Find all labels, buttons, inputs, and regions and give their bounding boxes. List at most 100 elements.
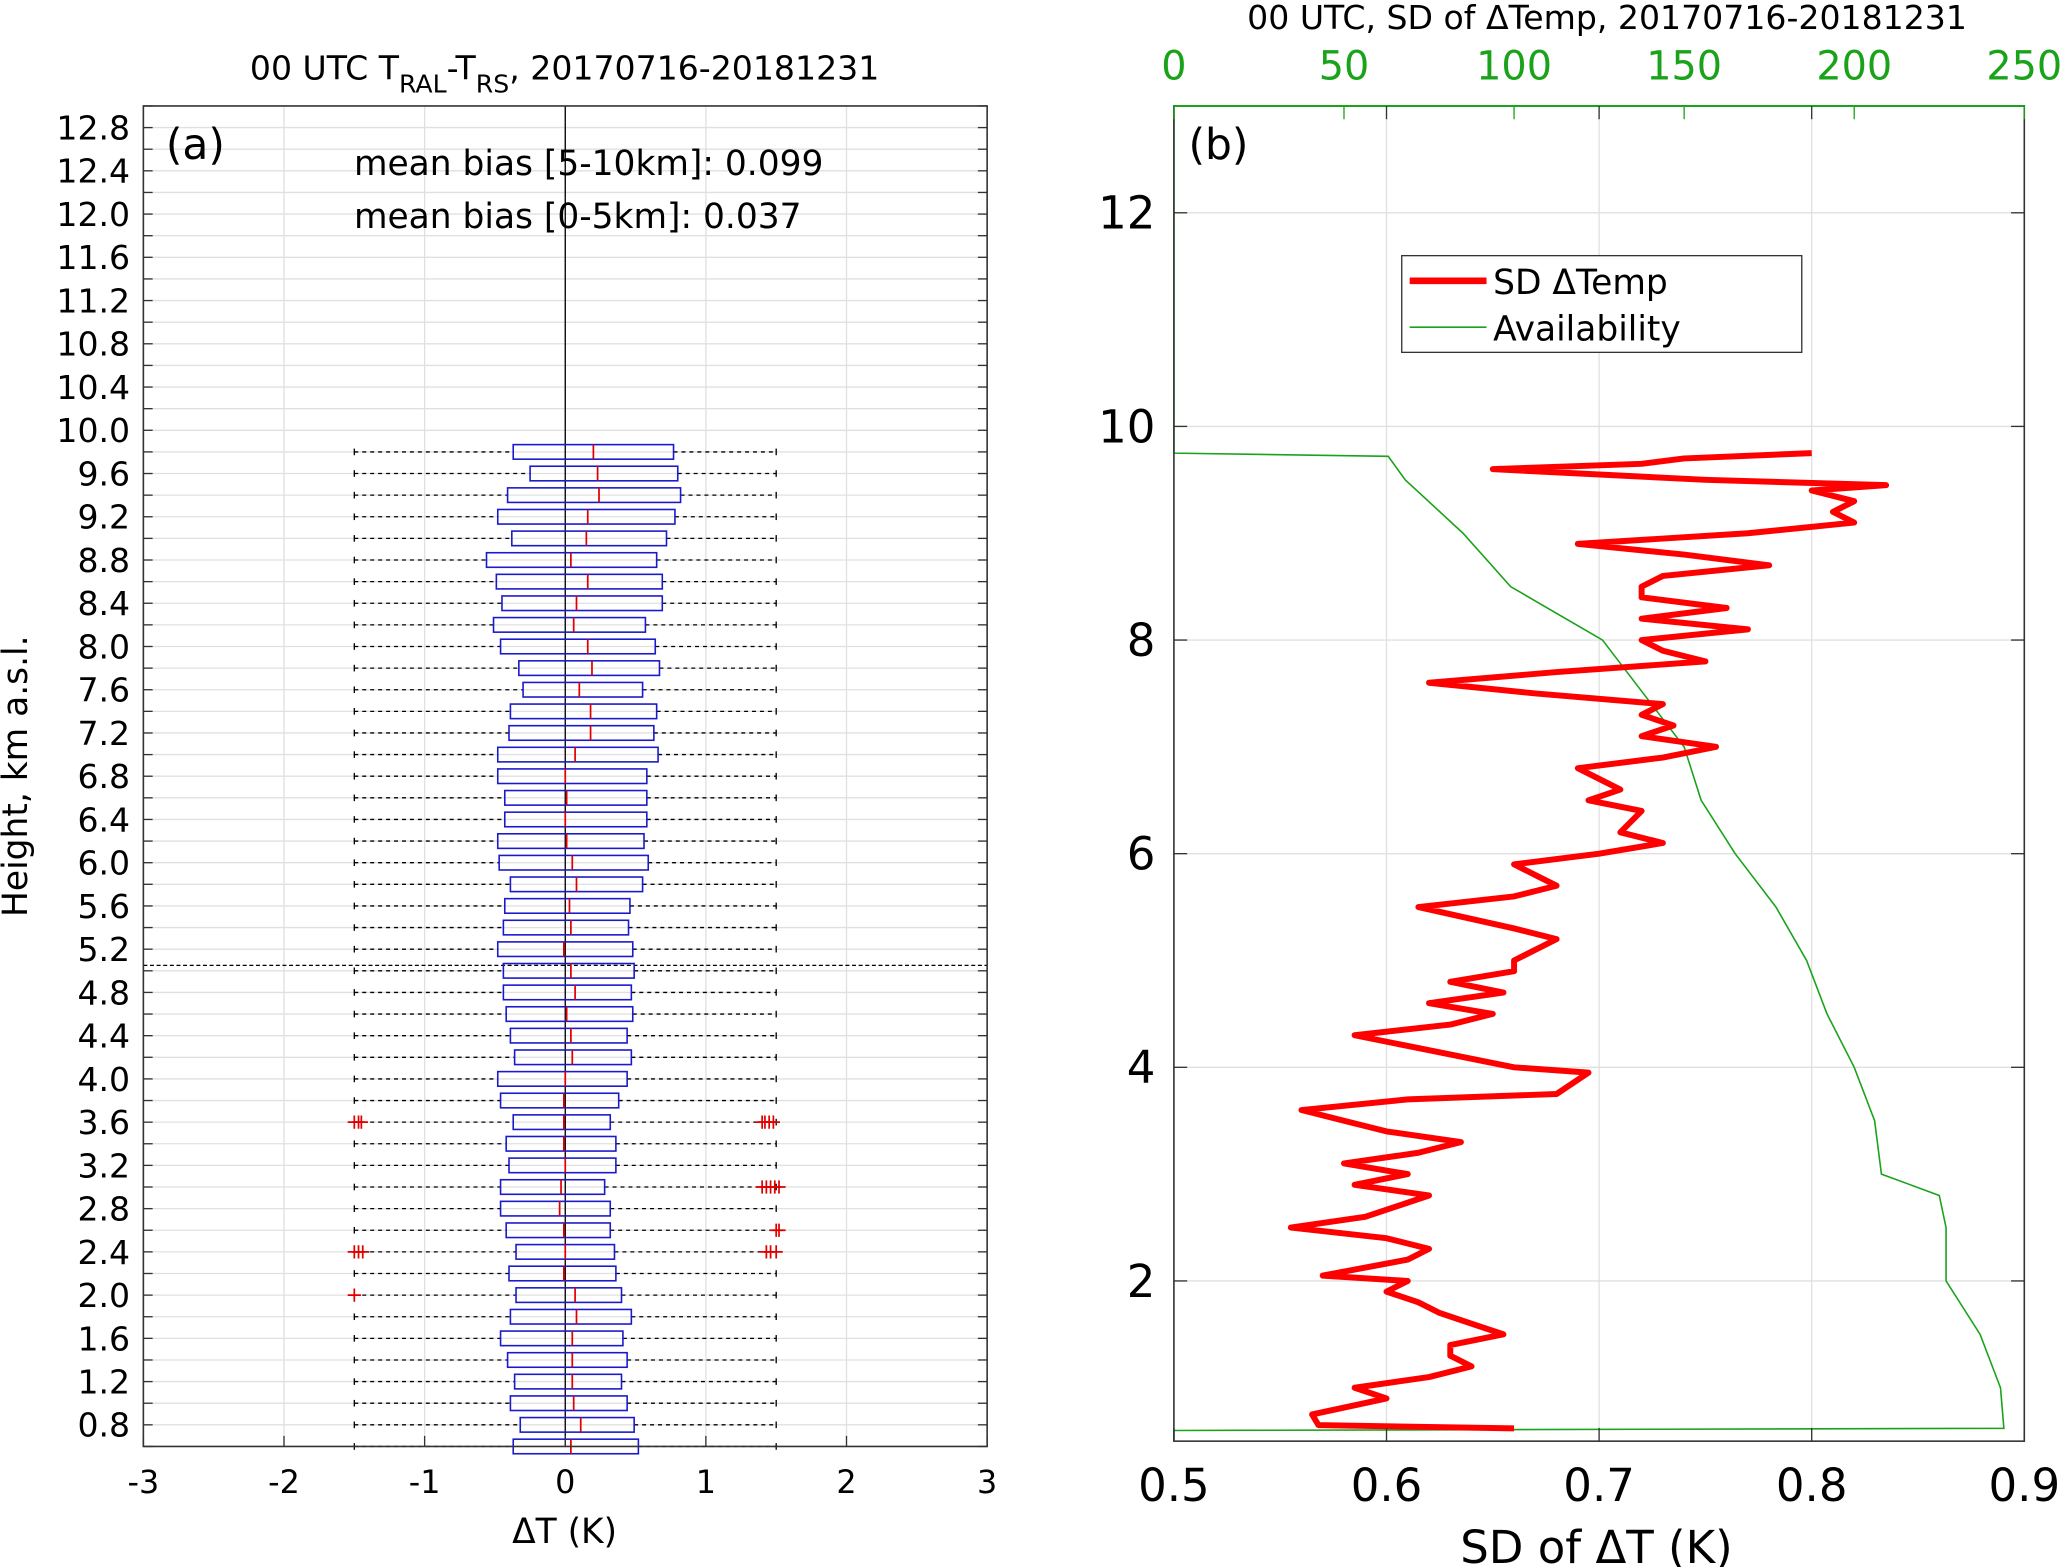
box-iqr [506,1351,628,1369]
y-tick-label: 3.6 [77,1103,130,1142]
box-7.6 [353,681,777,698]
x-tick-label: -2 [268,1464,300,1501]
box-3.2 [353,1157,777,1174]
box-7.2 [353,724,777,742]
x-tick-label: 0 [555,1464,575,1501]
box-4.6 [353,1005,777,1023]
y-tick-label: 10.0 [56,411,130,450]
panel-b-lines [1173,105,2005,1442]
x2-tick-label: 250 [1986,43,2062,89]
x-tick-label: 1 [696,1464,716,1501]
box-3.4 [353,1135,777,1152]
panel-b: 0.5 0.6 0.7 0.8 0.9 0 50 100 150 200 250 2 4 6 8 10 12 0… [1098,0,2062,1567]
x-tick-label: -1 [409,1464,441,1501]
panel-a-xlabel: ΔT (K) [512,1512,617,1552]
x-tick-label: -3 [128,1464,160,1501]
legend: SD ΔTemp Availability [1401,254,1803,354]
box-6.8 [353,768,777,785]
box-4 [353,1070,777,1087]
box-iqr [505,1005,634,1023]
y-tick-label: 8 [1127,614,1156,667]
y-tick-label: 6.4 [77,800,130,839]
box-8.2 [353,616,777,633]
panel-a-label: (a) [166,120,225,169]
panel-a-grid [142,105,988,1448]
box-5 [353,962,777,979]
outlier-marker [772,1223,786,1237]
box-5.2 [353,941,777,958]
box-5.4 [353,919,777,936]
y-tick-label: 10.8 [56,325,130,364]
box-9.2 [353,508,777,525]
box-6 [353,854,777,871]
x-tick-label: 0.5 [1138,1459,1210,1512]
box-iqr [503,811,648,828]
box-4.2 [353,1049,777,1066]
y-tick-label: 2 [1127,1255,1156,1308]
y-tick-label: 12 [1098,187,1155,240]
box-7 [353,746,777,763]
box-8.4 [353,595,777,612]
box-iqr [496,508,676,525]
box-iqr [503,789,648,806]
box-6.6 [353,789,777,806]
box-iqr [509,1027,628,1044]
box-iqr [519,1416,635,1433]
y-tick-label: 4.4 [77,1017,130,1056]
box-5.8 [353,876,777,893]
box-iqr [518,660,661,677]
box-iqr [503,897,631,915]
box-iqr [499,1200,612,1217]
legend-label-availability: Availability [1493,309,1681,349]
box-iqr [513,1373,623,1390]
box-iqr [513,1049,633,1066]
box-5.6 [353,897,777,915]
box-1.2 [353,1373,777,1390]
box-0.8 [353,1416,777,1433]
box-8.6 [353,573,777,590]
panel-b-ticks: 0.5 0.6 0.7 0.8 0.9 0 50 100 150 200 250 2 4 6 8 10 12 [1098,43,2062,1511]
box-iqr [496,941,634,958]
y-tick-label: 11.2 [56,281,130,320]
y-tick-label: 2.4 [77,1233,130,1272]
y-tick-label: 10.4 [56,368,130,407]
box-iqr [502,984,633,1001]
y-tick-label: 10 [1098,400,1155,453]
panel-b-xlabel: SD of ΔT (K) [1460,1521,1733,1567]
panel-a-ylabel: Height, km a.s.l. [0,635,36,917]
box-iqr [511,530,668,547]
box-iqr [509,1308,633,1325]
x-tick-label: 3 [977,1464,997,1501]
box-9.6 [353,465,777,482]
y-tick-label: 6 [1127,828,1156,881]
box-iqr [505,1135,617,1152]
box-1.6 [353,1330,777,1347]
box-iqr [492,616,647,633]
box-9 [353,530,777,547]
availability-line [1173,105,2005,1442]
box-iqr [498,854,650,871]
box-iqr [496,746,659,763]
outlier-marker [354,1115,368,1129]
box-iqr [505,1222,612,1239]
box-6.4 [353,811,777,828]
box-iqr [529,465,679,482]
box-7.4 [353,703,777,720]
box-6.2 [353,832,777,850]
y-tick-label: 2.8 [77,1190,130,1229]
box-iqr [499,1178,606,1196]
box-1.8 [353,1308,777,1325]
y-tick-label: 1.2 [77,1363,130,1402]
panel-b-label: (b) [1188,120,1248,169]
box-1 [353,1395,777,1412]
box-iqr [509,1395,628,1412]
y-tick-label: 4 [1127,1041,1156,1094]
y-tick-label: 3.2 [77,1146,130,1185]
y-tick-label: 8.8 [77,541,130,580]
y-tick-label: 4.0 [77,1060,130,1099]
y-tick-label: 4.8 [77,973,130,1012]
y-tick-label: 9.2 [77,498,130,537]
box-9.8 [353,443,777,460]
box-iqr [515,1287,623,1304]
